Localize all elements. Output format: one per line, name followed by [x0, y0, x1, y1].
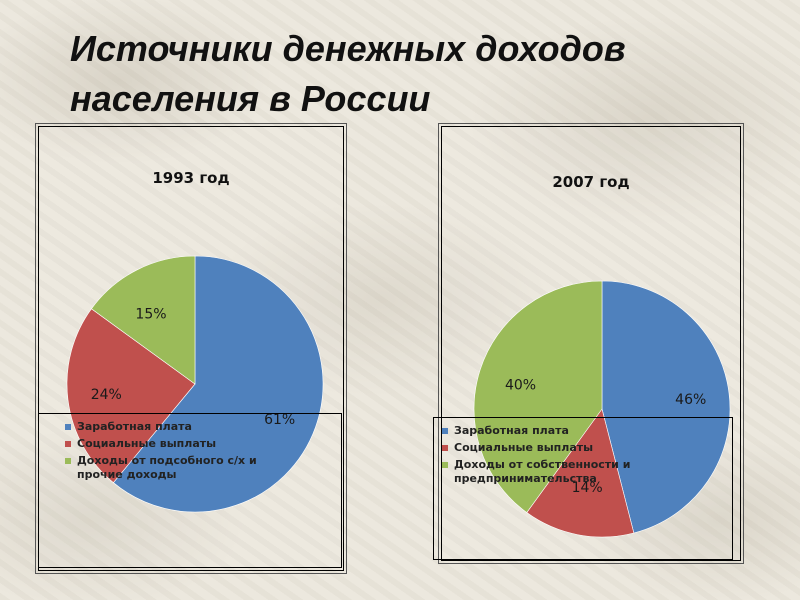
- legend-swatch-green: [65, 458, 71, 464]
- pie-data-label: 15%: [135, 306, 166, 322]
- legend-item: Заработная плата: [440, 424, 726, 438]
- chart-title-2007: 2007 год: [552, 173, 630, 191]
- pie-slice-2: [66, 308, 196, 484]
- legend-item: Социальные выплаты: [440, 441, 726, 455]
- legend-label: Заработная плата: [454, 424, 569, 437]
- pie-chart-1993: 61% 24% 15%: [66, 255, 324, 513]
- pie-data-label: 40%: [505, 377, 536, 393]
- chart-1993: 1993 год 61% 24% 15% Заработная плата Соци…: [35, 123, 347, 574]
- legend-item: Социальные выплаты: [63, 437, 335, 451]
- slide-title: Источники денежных доходов населения в Р…: [70, 28, 626, 119]
- legend-label: Социальные выплаты: [454, 441, 594, 454]
- pie-slices: [66, 255, 324, 513]
- pie-slice-2: [526, 408, 635, 538]
- pie-data-label: 61%: [264, 412, 295, 428]
- legend-item: Заработная плата: [63, 420, 335, 434]
- chart-2007: 2007 год 46% 14% 40% Заработная плата Соци…: [433, 123, 744, 564]
- legend-swatch-blue: [65, 424, 71, 430]
- legend-swatch-green: [442, 462, 448, 468]
- pie-data-label: 14%: [572, 480, 603, 496]
- legend-1993: Заработная плата Социальные выплаты Дохо…: [38, 413, 342, 568]
- pie-labels: 46% 14% 40%: [505, 377, 706, 495]
- legend-item: Доходы от собственности и предпринимател…: [440, 458, 669, 486]
- pie-labels: 61% 24% 15%: [91, 306, 296, 428]
- pie-slices: [473, 280, 731, 538]
- pie-slice-1: [112, 255, 324, 513]
- pie-slice-3: [91, 255, 196, 385]
- legend-label: Социальные выплаты: [77, 437, 217, 450]
- legend-swatch-red: [442, 445, 448, 451]
- legend-label: Доходы от собственности и предпринимател…: [454, 458, 631, 485]
- legend-item: Доходы от подсобного с/х и прочие доходы: [63, 454, 277, 482]
- pie-chart-2007: 46% 14% 40%: [473, 280, 731, 538]
- legend-swatch-red: [65, 441, 71, 447]
- legend-label: Доходы от подсобного с/х и прочие доходы: [77, 454, 257, 481]
- pie-data-label: 46%: [675, 392, 706, 408]
- pie-slice-1: [601, 280, 731, 534]
- pie-slice-3: [473, 280, 603, 513]
- legend-2007: Заработная плата Социальные выплаты Дохо…: [433, 417, 733, 560]
- chart-title-1993: 1993 год: [152, 169, 230, 187]
- pie-data-label: 24%: [91, 387, 122, 403]
- legend-swatch-blue: [442, 428, 448, 434]
- legend-label: Заработная плата: [77, 420, 192, 433]
